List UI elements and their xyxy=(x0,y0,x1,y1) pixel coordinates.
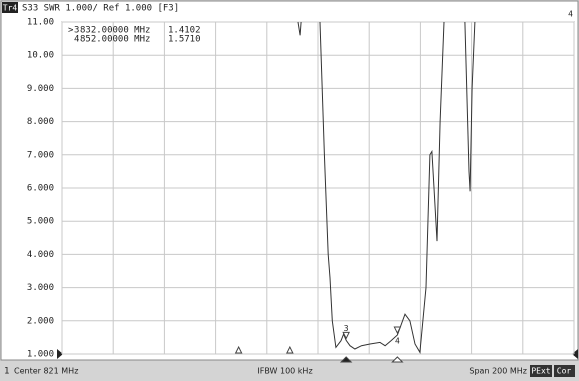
cor-badge-bg xyxy=(554,365,575,377)
marker-label: 4 xyxy=(395,337,400,346)
marker-on-trace xyxy=(393,326,402,335)
corner-label: 4 xyxy=(568,10,573,19)
trace-line xyxy=(297,22,476,354)
marker-label: 3 xyxy=(344,324,349,333)
y-tick-label: 8.000 xyxy=(27,117,54,127)
marker-name: 4 xyxy=(74,35,79,45)
plot-panel xyxy=(0,0,579,361)
y-tick-label: 11.00 xyxy=(27,18,54,28)
marker-axis-indicator xyxy=(391,356,404,363)
y-tick-label: 4.000 xyxy=(27,250,54,260)
marker-triangle xyxy=(234,345,243,354)
trace-group xyxy=(297,22,476,354)
y-tick-label: 9.000 xyxy=(27,84,54,94)
trace-badge-bg xyxy=(2,2,18,13)
cor-badge: Cor xyxy=(557,367,572,376)
y-tick-label: 2.000 xyxy=(27,316,54,326)
marker-value: 1.4102 xyxy=(168,26,201,36)
y-tick-label: 1.000 xyxy=(27,350,54,360)
y-tick-label: 6.000 xyxy=(27,184,54,194)
y-tick-label: 7.000 xyxy=(27,150,54,160)
center-frequency: Center 821 MHz xyxy=(14,367,78,376)
span: Span 200 MHz xyxy=(469,367,527,376)
y-tick-label: 5.000 xyxy=(27,217,54,227)
y-tick-label: 10.00 xyxy=(27,51,54,61)
marker-name: 3 xyxy=(74,26,79,36)
channel-number: 1 xyxy=(4,367,9,377)
ref-indicator-right xyxy=(572,349,578,359)
ref-indicator-left xyxy=(57,349,63,359)
pext-badge: PExt xyxy=(531,367,550,376)
y-tick-label: 3.000 xyxy=(27,283,54,293)
marker-active: > xyxy=(68,26,74,36)
marker-freq: 852.00000 MHz xyxy=(80,35,150,45)
chart-title: S33 SWR 1.000/ Ref 1.000 [F3] xyxy=(22,4,179,14)
marker-value: 1.5710 xyxy=(168,35,201,45)
footer-bar xyxy=(0,362,579,381)
pext-badge-bg xyxy=(530,365,552,377)
ifbw: IFBW 100 kHz xyxy=(257,367,312,376)
marker-on-trace xyxy=(342,331,350,340)
trace-badge: Tr4 xyxy=(3,4,18,13)
marker-axis-indicator xyxy=(339,356,353,363)
marker-triangle xyxy=(286,345,294,354)
marker-freq: 832.00000 MHz xyxy=(80,26,150,36)
